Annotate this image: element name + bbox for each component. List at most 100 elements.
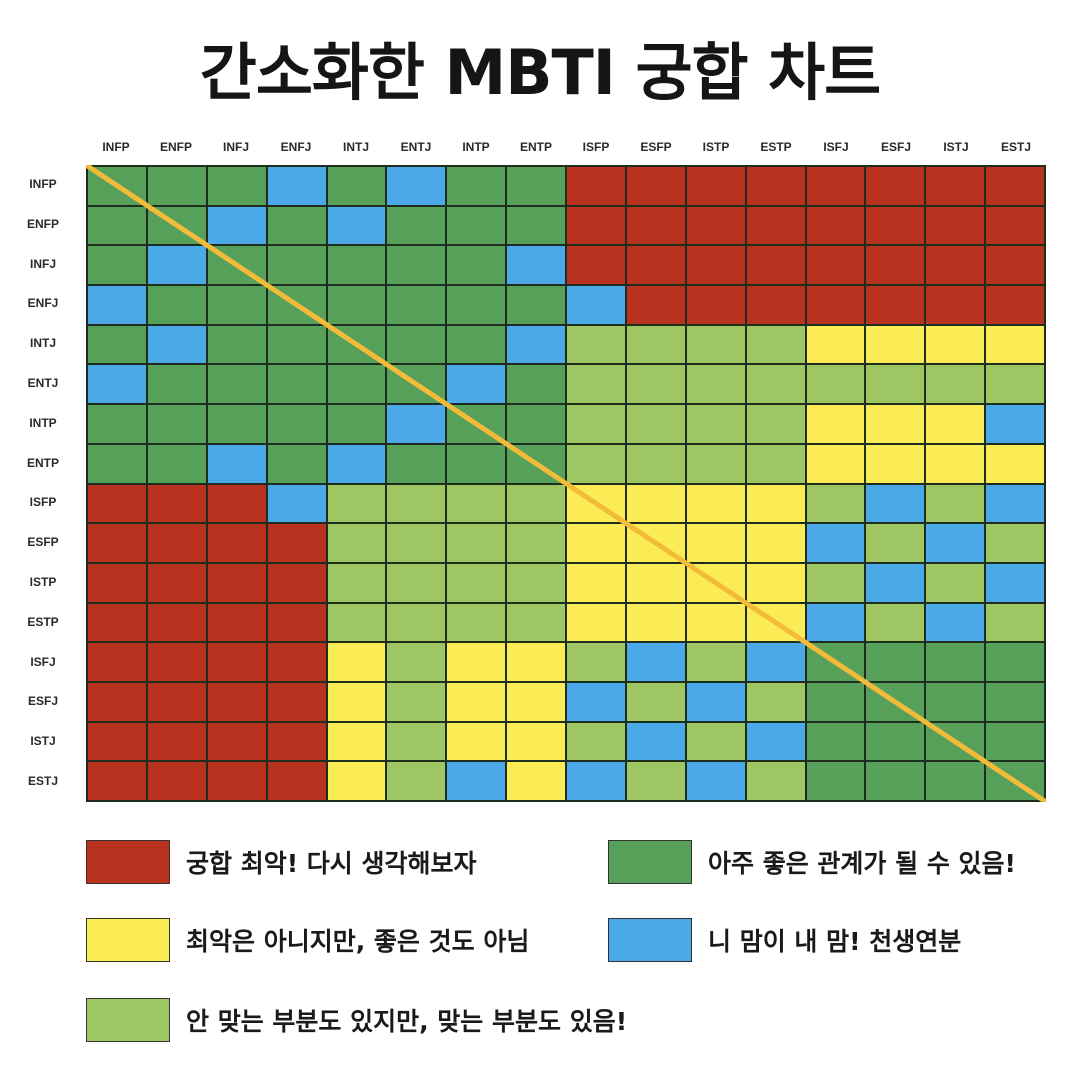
grid-cell: [87, 483, 147, 524]
chart-title: 간소화한 MBTI 궁합 차트: [199, 36, 881, 109]
grid-cell: [865, 562, 926, 603]
grid-cell: [146, 205, 207, 246]
grid-cell: [865, 721, 926, 762]
grid-cell: [206, 324, 267, 365]
grid-cell: [745, 523, 806, 563]
grid-cell: [206, 562, 267, 603]
column-label: ISFJ: [823, 140, 849, 154]
grid-cell: [745, 205, 806, 246]
grid-cell: [865, 245, 926, 286]
compatibility-grid: [86, 165, 1046, 802]
grid-cell: [865, 404, 926, 444]
grid-cell: [985, 721, 1045, 762]
grid-cell: [326, 642, 387, 682]
grid-cell: [625, 681, 686, 722]
column-label: ENTJ: [400, 140, 432, 154]
legend-label: 최악은 아니지만, 좋은 것도 아님: [186, 927, 530, 956]
grid-cell: [206, 523, 267, 563]
grid-cell: [386, 761, 447, 801]
grid-cell: [386, 205, 447, 246]
grid-cell: [985, 404, 1045, 444]
row-label: INFP: [29, 177, 57, 191]
column-label: INTJ: [342, 140, 369, 154]
grid-cell: [985, 245, 1045, 286]
legend-item-very-good: 아주 좋은 관계가 될 수 있음!: [608, 840, 1016, 884]
grid-cell: [805, 761, 866, 801]
grid-cell: [745, 285, 806, 325]
grid-cell: [685, 523, 746, 563]
row-label: ESFJ: [27, 694, 58, 709]
grid-cell: [625, 443, 686, 484]
grid-cell: [805, 205, 866, 246]
grid-cell: [506, 642, 566, 682]
grid-cell: [386, 642, 447, 682]
grid-cell: [446, 642, 507, 682]
column-label: ESFJ: [880, 140, 911, 154]
grid-cell: [566, 642, 626, 682]
grid-cell: [266, 166, 327, 206]
grid-cell: [625, 285, 686, 325]
column-label: ENFP: [159, 140, 192, 154]
grid-cell: [87, 681, 147, 722]
grid-cell: [925, 761, 986, 801]
grid-cell: [685, 443, 746, 484]
grid-cell: [266, 364, 327, 405]
grid-cell: [685, 166, 746, 206]
grid-cell: [386, 166, 447, 206]
grid-cell: [985, 324, 1045, 365]
grid-cell: [386, 364, 447, 405]
grid-cell: [446, 245, 507, 286]
grid-cell: [685, 642, 746, 682]
row-label: ESTP: [27, 614, 59, 629]
grid-cell: [805, 324, 866, 365]
grid-cell: [985, 642, 1045, 682]
grid-cell: [745, 166, 806, 206]
grid-cell: [326, 404, 387, 444]
grid-cell: [386, 443, 447, 484]
grid-cell: [925, 205, 986, 246]
grid-cell: [266, 443, 327, 484]
grid-cell: [805, 642, 866, 682]
grid-cell: [266, 642, 327, 682]
grid-cell: [266, 523, 327, 563]
grid-cell: [805, 562, 866, 603]
grid-cell: [506, 364, 566, 405]
grid-cell: [745, 721, 806, 762]
row-label: INTJ: [29, 336, 56, 351]
grid-cell: [625, 324, 686, 365]
grid-cell: [206, 364, 267, 405]
grid-cell: [625, 166, 686, 206]
grid-cell: [985, 602, 1045, 643]
grid-cell: [146, 364, 207, 405]
grid-cell: [446, 285, 507, 325]
grid-cell: [865, 285, 926, 325]
grid-cell: [566, 443, 626, 484]
grid-cell: [625, 642, 686, 682]
grid-cell: [206, 602, 267, 643]
grid-cell: [326, 205, 387, 246]
grid-cell: [146, 443, 207, 484]
grid-cell: [506, 761, 566, 801]
grid-cell: [625, 761, 686, 801]
grid-cell: [506, 404, 566, 444]
grid-cell: [925, 523, 986, 563]
grid-cell: [326, 483, 387, 524]
grid-cell: [566, 602, 626, 643]
grid-cell: [925, 483, 986, 524]
grid-cell: [925, 324, 986, 365]
grid-cell: [326, 562, 387, 603]
grid-cell: [685, 562, 746, 603]
legend-item-worst: 궁합 최악! 다시 생각해보자: [86, 840, 477, 884]
column-label: ISTP: [702, 140, 730, 154]
grid-cell: [566, 285, 626, 325]
grid-cell: [446, 324, 507, 365]
grid-cell: [685, 483, 746, 524]
grid-cell: [745, 324, 806, 365]
grid-cell: [87, 642, 147, 682]
grid-cell: [146, 681, 207, 722]
grid-cell: [985, 443, 1045, 484]
grid-cell: [326, 681, 387, 722]
grid-cell: [745, 245, 806, 286]
grid-cell: [87, 443, 147, 484]
grid-cell: [985, 761, 1045, 801]
